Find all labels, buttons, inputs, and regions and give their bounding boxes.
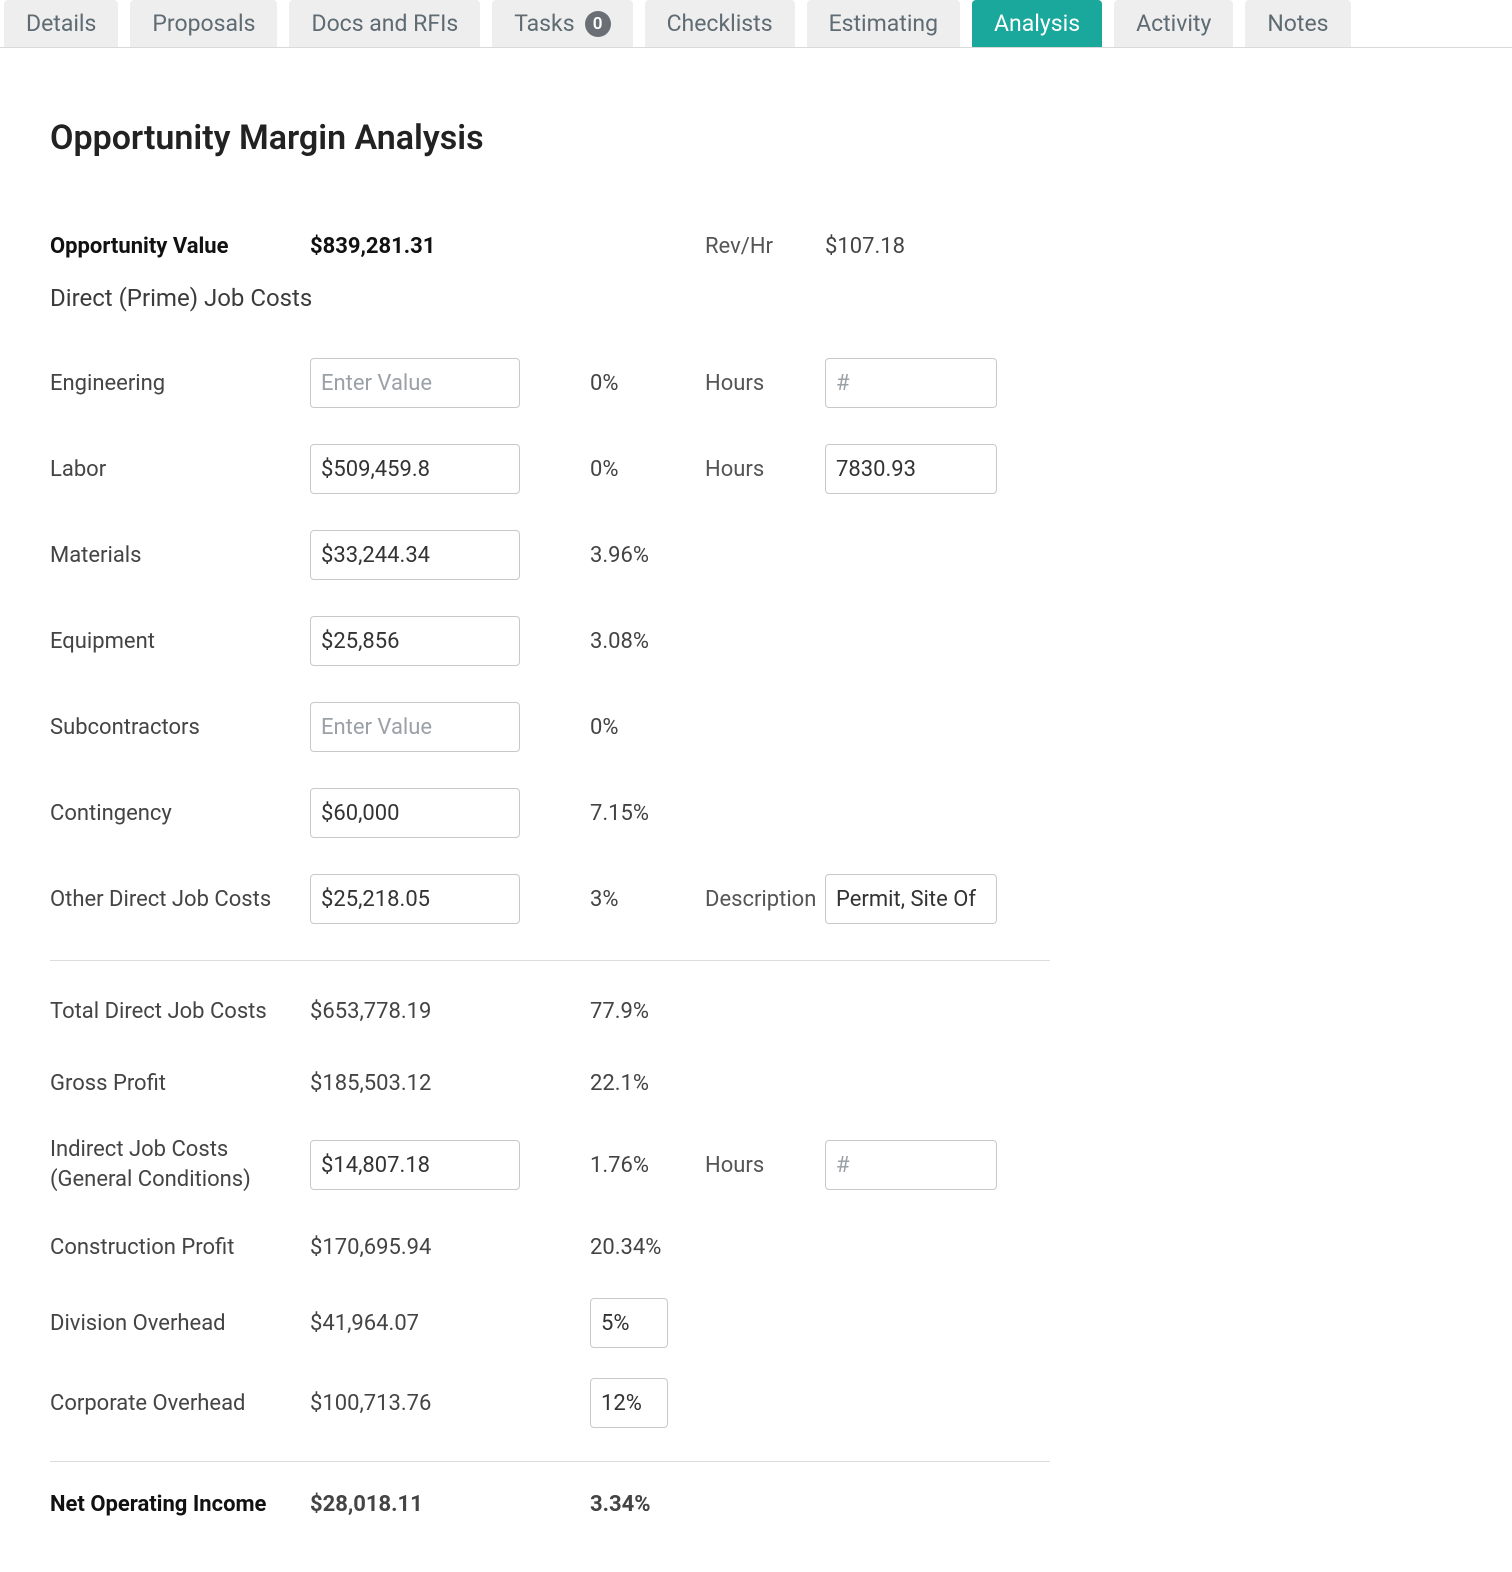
division-overhead-value: $41,964.07 [310,1311,590,1336]
tab-proposals[interactable]: Proposals [130,0,277,47]
materials-value-input[interactable] [310,530,520,580]
construction-profit-value: $170,695.94 [310,1235,590,1260]
tab-details[interactable]: Details [4,0,118,47]
subcontractors-pct: 0% [590,715,705,740]
engineering-pct: 0% [590,371,705,396]
subcontractors-label: Subcontractors [50,715,310,740]
row-total-direct: Total Direct Job Costs $653,778.19 77.9% [50,975,1010,1047]
engineering-hours-label: Hours [705,371,825,396]
row-net-operating-income: Net Operating Income $28,018.11 3.34% [50,1476,1010,1532]
corporate-overhead-label: Corporate Overhead [50,1391,310,1416]
row-gross-profit: Gross Profit $185,503.12 22.1% [50,1047,1010,1119]
gross-profit-pct: 22.1% [590,1071,705,1096]
division-overhead-label: Division Overhead [50,1311,310,1336]
tab-checklists[interactable]: Checklists [645,0,795,47]
tab-notes[interactable]: Notes [1245,0,1350,47]
row-contingency: Contingency 7.15% [50,770,1010,856]
row-opportunity-value: Opportunity Value $839,281.31 Rev/Hr $10… [50,218,1010,274]
noi-label: Net Operating Income [50,1492,310,1517]
row-subcontractors: Subcontractors 0% [50,684,1010,770]
contingency-pct: 7.15% [590,801,705,826]
page-title: Opportunity Margin Analysis [50,118,1010,158]
indirect-value-input[interactable] [310,1140,520,1190]
row-corporate-overhead: Corporate Overhead $100,713.76 [50,1363,1010,1443]
labor-label: Labor [50,457,310,482]
subcontractors-value-input[interactable] [310,702,520,752]
gross-profit-value: $185,503.12 [310,1071,590,1096]
tab-tasks-label: Tasks [514,10,574,37]
indirect-label: Indirect Job Costs (General Conditions) [50,1135,310,1194]
labor-pct: 0% [590,457,705,482]
labor-value-input[interactable] [310,444,520,494]
tab-tasks[interactable]: Tasks 0 [492,0,632,47]
noi-value: $28,018.11 [310,1492,590,1517]
row-division-overhead: Division Overhead $41,964.07 [50,1283,1010,1363]
other-direct-value-input[interactable] [310,874,520,924]
opportunity-value-label: Opportunity Value [50,234,310,259]
opportunity-value: $839,281.31 [310,234,590,259]
analysis-panel: Opportunity Margin Analysis Opportunity … [0,48,1060,1572]
row-other-direct: Other Direct Job Costs 3% Description [50,856,1010,942]
tab-estimating[interactable]: Estimating [807,0,960,47]
tab-analysis[interactable]: Analysis [972,0,1102,47]
total-direct-label: Total Direct Job Costs [50,999,310,1024]
row-labor: Labor 0% Hours [50,426,1010,512]
engineering-hours-input[interactable] [825,358,997,408]
equipment-pct: 3.08% [590,629,705,654]
corporate-overhead-pct-input[interactable] [590,1378,668,1428]
separator-2 [50,1461,1050,1462]
engineering-label: Engineering [50,371,310,396]
indirect-hours-label: Hours [705,1153,825,1178]
row-construction-profit: Construction Profit $170,695.94 20.34% [50,1211,1010,1283]
direct-costs-section-label: Direct (Prime) Job Costs [50,284,1010,312]
indirect-pct: 1.76% [590,1153,705,1178]
equipment-value-input[interactable] [310,616,520,666]
row-equipment: Equipment 3.08% [50,598,1010,684]
contingency-label: Contingency [50,801,310,826]
separator-1 [50,960,1050,961]
contingency-value-input[interactable] [310,788,520,838]
labor-hours-label: Hours [705,457,825,482]
other-direct-label: Other Direct Job Costs [50,887,310,912]
other-direct-desc-label: Description [705,887,825,912]
equipment-label: Equipment [50,629,310,654]
gross-profit-label: Gross Profit [50,1071,310,1096]
tab-bar: Details Proposals Docs and RFIs Tasks 0 … [0,0,1512,48]
construction-profit-label: Construction Profit [50,1235,310,1260]
row-materials: Materials 3.96% [50,512,1010,598]
row-engineering: Engineering 0% Hours [50,340,1010,426]
other-direct-desc-input[interactable] [825,874,997,924]
labor-hours-input[interactable] [825,444,997,494]
rev-per-hr-value: $107.18 [825,234,1005,259]
division-overhead-pct-input[interactable] [590,1298,668,1348]
other-direct-pct: 3% [590,887,705,912]
materials-label: Materials [50,543,310,568]
rev-per-hr-label: Rev/Hr [705,234,825,259]
noi-pct: 3.34% [590,1492,705,1517]
materials-pct: 3.96% [590,543,705,568]
corporate-overhead-value: $100,713.76 [310,1391,590,1416]
total-direct-pct: 77.9% [590,999,705,1024]
total-direct-value: $653,778.19 [310,999,590,1024]
tasks-count-badge: 0 [585,11,611,37]
indirect-hours-input[interactable] [825,1140,997,1190]
tab-activity[interactable]: Activity [1114,0,1233,47]
engineering-value-input[interactable] [310,358,520,408]
construction-profit-pct: 20.34% [590,1235,705,1260]
tab-docs-rfis[interactable]: Docs and RFIs [289,0,480,47]
row-indirect: Indirect Job Costs (General Conditions) … [50,1119,1010,1211]
